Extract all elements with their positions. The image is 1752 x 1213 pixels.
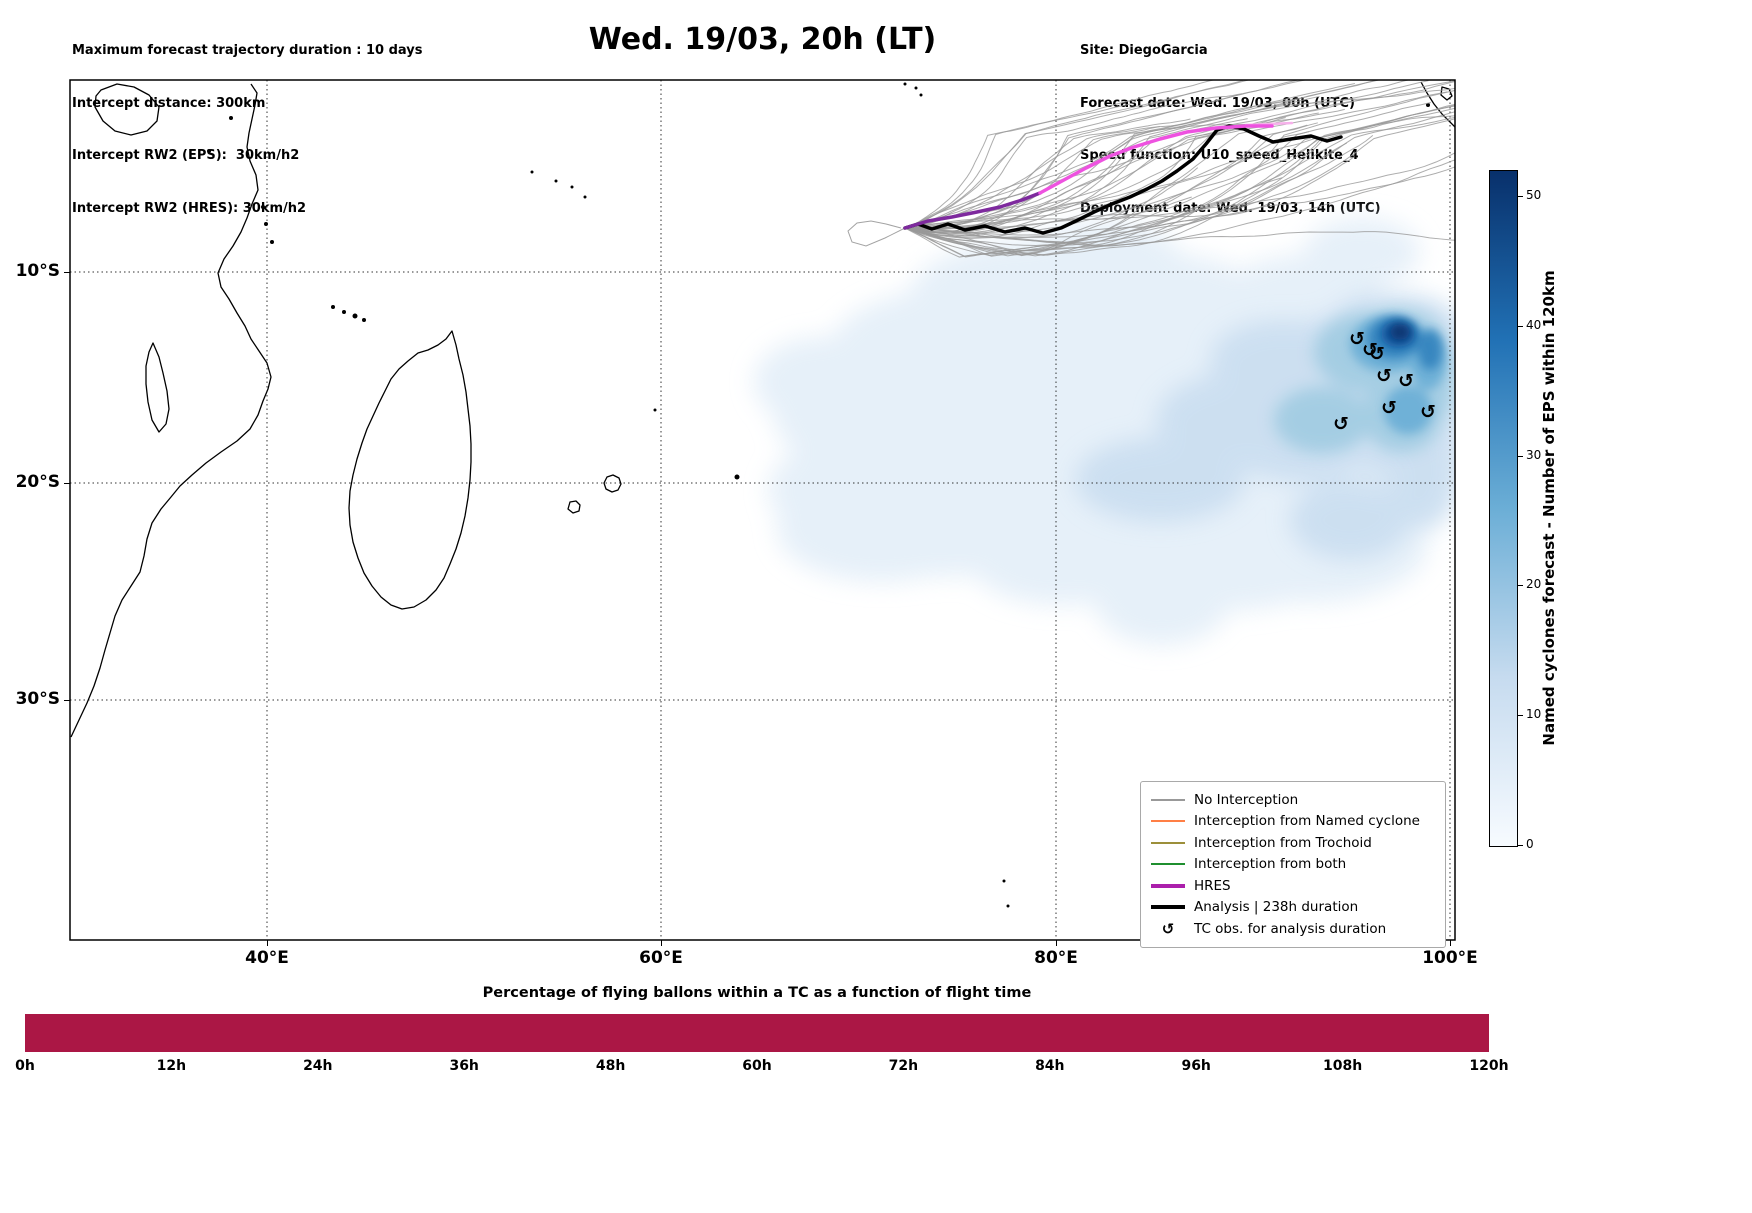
legend-line [1151,905,1185,910]
colorbar-tick-mark [1518,325,1523,327]
tc-cyclone-marker: ↺ [1381,397,1397,419]
y-tick-label: 20°S [15,472,60,492]
legend-item-label: Analysis | 238h duration [1194,899,1359,916]
tc-cyclone-marker: ↺ [1362,339,1378,361]
legend-line-swatch [1151,905,1185,910]
legend-line-swatch [1151,820,1185,823]
legend-item: Interception from Named cyclone [1151,811,1435,833]
run-parameters-block: Maximum forecast trajectory duration : 1… [72,7,423,252]
colorbar-gradient [1489,170,1518,847]
time-tick-label: 96h [1181,1058,1211,1074]
tc-cyclone-marker: ↺ [1420,401,1436,423]
y-tick-mark [64,700,70,701]
param-line: Intercept RW2 (EPS): 30km/h2 [72,148,300,163]
time-tick-label: 60h [742,1058,772,1074]
x-tick-label: 40°E [245,948,289,968]
legend-item-label: TC obs. for analysis duration [1194,920,1387,937]
x-tick-mark [267,940,268,946]
time-tick-label: 84h [1035,1058,1065,1074]
param-line: Intercept distance: 300km [72,95,266,111]
y-tick-label: 10°S [15,261,60,281]
colorbar-tick-mark [1518,585,1523,587]
colorbar-tick-label: 50 [1526,187,1542,202]
x-tick-label: 80°E [1034,948,1078,968]
time-tick-label: 108h [1322,1058,1363,1074]
legend-line [1151,883,1185,888]
legend-item-label: No Interception [1194,791,1299,808]
legend-line-swatch [1151,798,1185,801]
time-tick-label: 36h [449,1058,479,1074]
legend-item: Interception from both [1151,854,1435,876]
time-tick-label: 48h [595,1058,626,1074]
legend-line [1151,798,1185,801]
x-tick-mark [1056,940,1057,946]
y-tick-mark [64,272,70,273]
x-tick-label: 100°E [1422,948,1478,968]
meta-line: Site: DiegoGarcia [1080,43,1208,58]
legend-item: No Interception [1151,789,1435,811]
tc-cyclone-marker: ↺ [1333,413,1349,435]
legend-item: HRES [1151,875,1435,897]
highlighted-trajectories [903,121,1343,235]
legend-item-label: Interception from both [1194,856,1347,873]
tc-cyclone-marker: ↺ [1369,343,1385,365]
legend-item-label: HRES [1194,877,1231,894]
graticule-gridlines [70,80,1455,940]
legend-line-swatch [1151,883,1185,888]
time-tick-label: 72h [888,1058,919,1074]
tc-cyclone-marker: ↺ [1398,370,1414,392]
x-tick-mark [1450,940,1451,946]
y-tick-mark [64,483,70,484]
legend-line-swatch [1151,863,1185,866]
bottom-chart-title: Percentage of flying ballons within a TC… [482,985,1032,1001]
flight-time-percentage-bar [25,1014,1489,1052]
coastlines [70,81,1455,908]
param-line: Intercept RW2 (HRES): 30km/h2 [72,200,307,216]
cyclone-marker-icon: ↺ [1161,919,1175,938]
time-tick-label: 0h [15,1058,35,1074]
y-tick-label: 30°S [15,689,60,709]
x-tick-label: 60°E [639,948,683,968]
colorbar-tick-label: 10 [1526,707,1542,722]
ensemble-trajectories [847,80,1455,258]
legend-item-label: Interception from Trochoid [1194,834,1372,851]
colorbar-tick-mark [1518,455,1523,457]
colorbar-tick-mark [1518,195,1523,197]
param-line: Maximum forecast trajectory duration : 1… [72,43,423,58]
tc-cyclone-marker: ↺ [1376,365,1392,387]
legend-item: ↺ TC obs. for analysis duration [1151,918,1435,940]
legend-item: Analysis | 238h duration [1151,897,1435,919]
colorbar-tick-label: 20 [1526,577,1542,592]
colorbar-tick-label: 30 [1526,447,1542,462]
tc-observation-markers: ↺↺↺↺ ↺↺ ↺↺ [1333,328,1436,435]
map-legend: No Interception Interception from Named c… [1140,781,1446,948]
legend-line [1151,841,1185,844]
time-tick-label: 24h [303,1058,333,1074]
colorbar-tick-mark [1518,845,1523,846]
time-tick-label: 12h [156,1058,187,1074]
legend-item: Interception from Trochoid [1151,832,1435,854]
cyclone-density-field [754,218,1455,645]
colorbar-tick-label: 40 [1526,317,1542,332]
legend-line [1151,863,1185,866]
colorbar-tick-label: 0 [1526,837,1534,851]
colorbar-label: Named cyclones forecast - Number of EPS … [1540,269,1558,746]
legend-line [1151,820,1185,823]
tc-cyclone-marker: ↺ [1349,328,1365,350]
map-frame [69,79,1456,941]
legend-item-label: Interception from Named cyclone [1194,813,1420,830]
colorbar-tick-mark [1518,715,1523,717]
legend-line-swatch [1151,841,1185,844]
time-tick-label: 120h [1469,1058,1509,1074]
figure-title: Wed. 19/03, 20h (LT) [588,22,937,57]
x-tick-mark [661,940,662,946]
